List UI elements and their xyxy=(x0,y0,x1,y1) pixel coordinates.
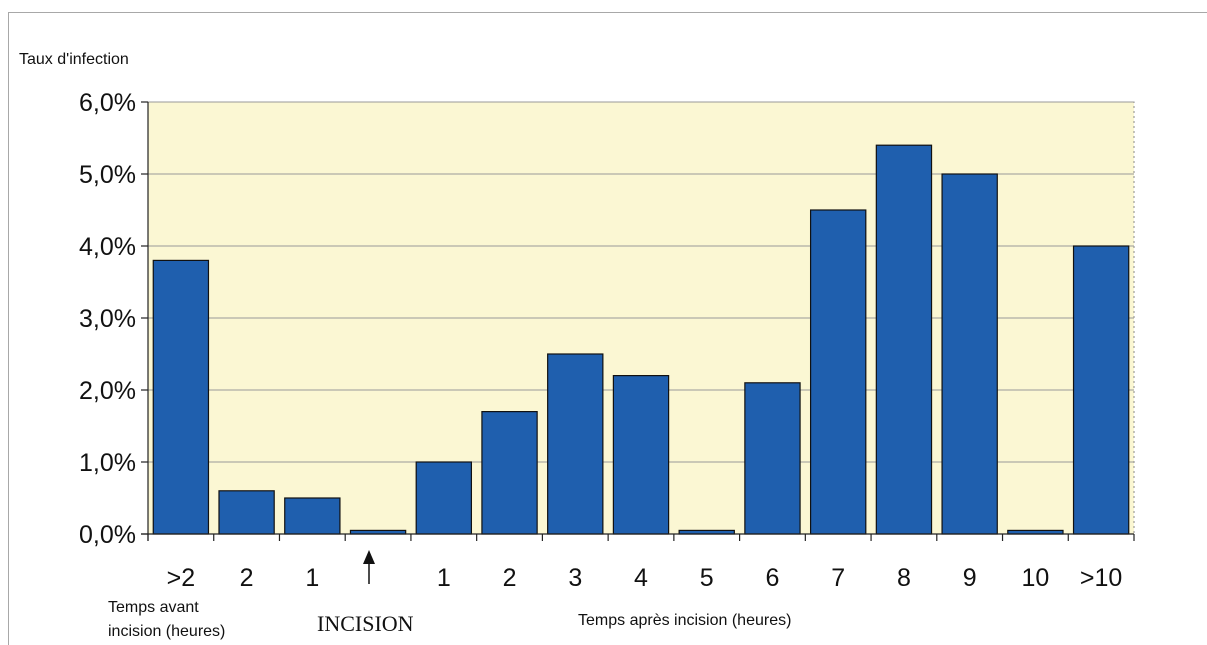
x-tick-label: 7 xyxy=(831,564,845,592)
axes xyxy=(141,101,1135,541)
y-tick-label: 3,0% xyxy=(79,305,136,333)
x-tick-labels: >2 2 1 1 2 3 4 5 6 7 8 9 10 >10 xyxy=(167,564,1123,592)
bar xyxy=(1072,245,1130,535)
y-tick-label: 2,0% xyxy=(79,377,136,405)
x-tick-label: 2 xyxy=(240,564,254,592)
after-incision-label: Temps après incision (heures) xyxy=(578,612,791,629)
bar xyxy=(481,411,538,535)
incision-arrow xyxy=(363,550,375,584)
x-tick-label: 6 xyxy=(766,564,780,592)
x-tick-label: 8 xyxy=(897,564,911,592)
x-tick-label: 4 xyxy=(634,564,648,592)
bar xyxy=(547,353,604,535)
incision-label: INCISION xyxy=(317,611,414,636)
x-tick-label: 3 xyxy=(568,564,582,592)
y-tick-labels: 0,0% 1,0% 2,0% 3,0% 4,0% 5,0% 6,0% xyxy=(79,89,136,549)
x-tick-label: 2 xyxy=(503,564,517,592)
x-tick-label: 10 xyxy=(1021,564,1049,592)
bar xyxy=(415,461,473,535)
bar xyxy=(218,490,275,535)
y-tick-label: 4,0% xyxy=(79,233,136,261)
y-tick-label: 0,0% xyxy=(79,521,136,549)
bars xyxy=(152,144,1130,535)
y-tick-label: 5,0% xyxy=(79,161,136,189)
x-tick-label: >10 xyxy=(1080,564,1122,592)
x-tick-label: 1 xyxy=(305,564,319,592)
y-tick-label: 6,0% xyxy=(79,89,136,117)
x-tick-label: 5 xyxy=(700,564,714,592)
x-tick-label: 9 xyxy=(963,564,977,592)
before-incision-label-line1: Temps avant xyxy=(108,599,199,616)
bar xyxy=(284,497,341,535)
bar xyxy=(809,209,867,535)
bar xyxy=(941,173,998,535)
before-incision-label-line2: incision (heures) xyxy=(108,623,225,640)
bar xyxy=(875,144,933,535)
x-tick-label: 1 xyxy=(437,564,451,592)
bar xyxy=(152,259,210,535)
y-axis-label: Taux d'infection xyxy=(19,51,129,68)
chart-frame xyxy=(8,12,1207,645)
x-tick-label: >2 xyxy=(167,564,196,592)
bar xyxy=(612,375,670,535)
bar xyxy=(744,382,801,535)
y-tick-label: 1,0% xyxy=(79,449,136,477)
